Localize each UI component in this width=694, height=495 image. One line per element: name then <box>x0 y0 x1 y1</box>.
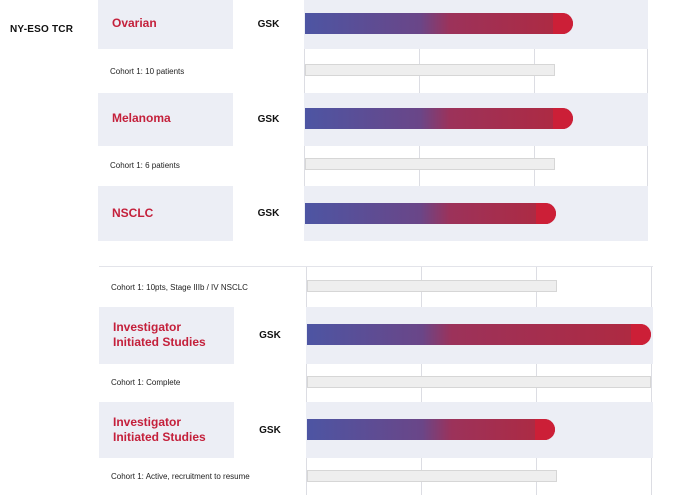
cohort-text: Cohort 1: Active, recruitment to resume <box>111 472 250 481</box>
cohort-row: Cohort 1: 10pts, Stage IIIb / IV NSCLC <box>99 267 306 307</box>
sponsor-cell: GSK <box>234 307 306 364</box>
sponsor-cell: GSK <box>234 402 306 458</box>
cohort-text: Cohort 1: Complete <box>111 378 181 387</box>
indication-row: Investigator Initiated Studies GSK <box>99 402 653 458</box>
cohort-progress-bar <box>305 64 555 76</box>
chart-panel-top: Ovarian GSK Cohort 1: 10 patients Melano… <box>98 0 648 241</box>
section-label: NY-ESO TCR <box>10 24 74 35</box>
cohort-text: Cohort 1: 10 patients <box>110 67 185 76</box>
sponsor-name: GSK <box>257 19 280 30</box>
sponsor-cell: GSK <box>233 186 304 241</box>
cohort-progress-bar <box>307 470 557 482</box>
cohort-row: Cohort 1: 6 patients <box>98 146 304 186</box>
cohort-progress-bar <box>307 376 651 388</box>
sponsor-name: GSK <box>257 208 280 219</box>
cohort-progress-bar <box>307 280 557 292</box>
chart-panel-bottom: Cohort 1: 10pts, Stage IIIb / IV NSCLC I… <box>99 266 653 495</box>
indication-name: Ovarian <box>112 16 157 30</box>
indication-row: NSCLC GSK <box>98 186 648 241</box>
cohort-row: Cohort 1: Active, recruitment to resume <box>99 458 306 495</box>
cohort-text: Cohort 1: 6 patients <box>110 161 180 170</box>
progress-bar <box>307 419 555 440</box>
indication-name: Investigator Initiated Studies <box>113 415 206 444</box>
progress-bar <box>305 108 573 129</box>
indication-row: Investigator Initiated Studies GSK <box>99 307 653 364</box>
indication-row: Ovarian GSK <box>98 0 648 49</box>
sponsor-name: GSK <box>259 330 281 341</box>
indication-row: Melanoma GSK <box>98 93 648 146</box>
cohort-row: Cohort 1: Complete <box>99 364 306 402</box>
progress-bar <box>307 324 651 345</box>
cohort-progress-bar <box>305 158 555 170</box>
indication-name: Melanoma <box>112 111 171 125</box>
progress-bar <box>305 13 573 34</box>
grid-line <box>651 267 652 495</box>
cohort-text: Cohort 1: 10pts, Stage IIIb / IV NSCLC <box>111 283 248 292</box>
indication-name: Investigator Initiated Studies <box>113 320 206 349</box>
indication-name: NSCLC <box>112 206 154 220</box>
sponsor-name: GSK <box>259 424 281 436</box>
cohort-row: Cohort 1: 10 patients <box>98 49 304 93</box>
sponsor-cell: GSK <box>233 93 304 146</box>
sponsor-cell: GSK <box>233 0 304 49</box>
progress-bar <box>305 203 556 224</box>
sponsor-name: GSK <box>257 114 280 125</box>
grid-line <box>306 267 307 495</box>
